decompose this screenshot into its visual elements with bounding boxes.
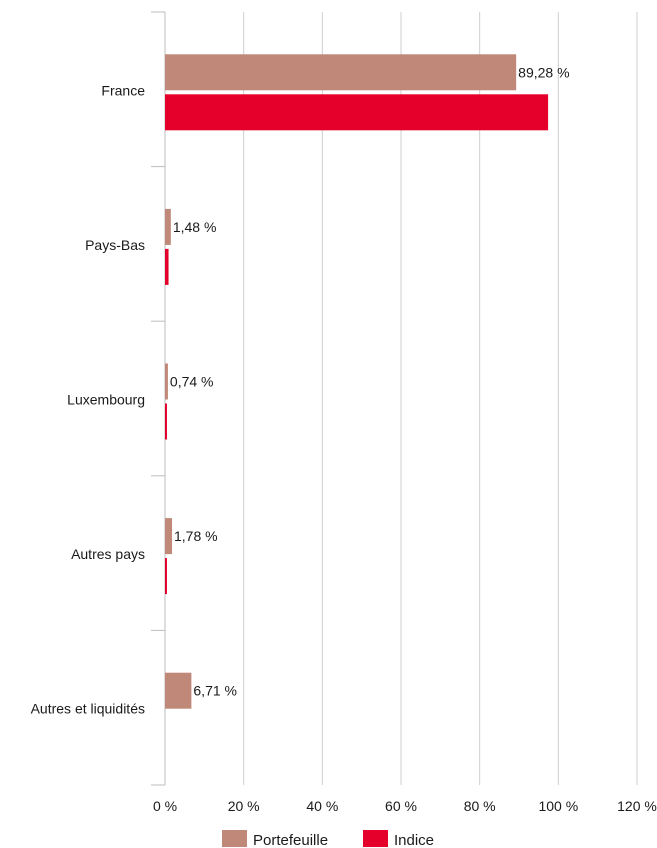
x-tick-label-0: 0 % [153, 798, 177, 814]
data-label-portefeuille-3: 1,78 % [174, 528, 218, 544]
x-tick-label-60: 60 % [385, 798, 417, 814]
x-tick-label-80: 80 % [464, 798, 496, 814]
data-label-portefeuille-2: 0,74 % [170, 374, 214, 390]
axes [151, 11, 166, 786]
x-tick-label-20: 20 % [228, 798, 260, 814]
data-label-portefeuille-0: 89,28 % [518, 64, 569, 80]
legend-swatch-portefeuille [222, 830, 247, 847]
category-labels: France Pays-Bas Luxembourg Autres pays Autre… [31, 82, 146, 716]
legend-label-portefeuille: Portefeuille [253, 832, 328, 848]
bar-indice-1 [165, 248, 169, 285]
bar-portefeuille-4 [165, 672, 192, 709]
x-tick-label-120: 120 % [617, 798, 657, 814]
legend: Portefeuille Indice [222, 830, 434, 848]
category-label-4: Autres et liquidités [31, 701, 145, 717]
category-label-3: Autres pays [71, 546, 145, 562]
legend-swatch-indice [363, 830, 388, 847]
grid-lines [243, 12, 638, 785]
category-label-0: France [101, 82, 145, 98]
bar-portefeuille-2 [165, 363, 168, 400]
bar-portefeuille-3 [165, 518, 173, 555]
bars [165, 54, 549, 709]
category-label-2: Luxembourg [67, 392, 145, 408]
bar-portefeuille-0 [165, 54, 517, 91]
bar-indice-3 [165, 558, 167, 595]
category-label-1: Pays-Bas [85, 237, 145, 253]
bar-portefeuille-1 [165, 208, 171, 245]
bar-indice-2 [165, 403, 167, 440]
x-tick-label-100: 100 % [538, 798, 578, 814]
x-tick-label-40: 40 % [306, 798, 338, 814]
data-label-portefeuille-1: 1,48 % [173, 219, 217, 235]
bar-indice-0 [165, 94, 549, 131]
x-tick-labels: 0 % 20 % 40 % 60 % 80 % 100 % 120 % [153, 798, 657, 814]
data-label-portefeuille-4: 6,71 % [193, 683, 237, 699]
data-labels: 89,28 % 1,48 % 0,74 % 1,78 % 6,71 % [170, 64, 570, 698]
legend-label-indice: Indice [394, 832, 434, 848]
